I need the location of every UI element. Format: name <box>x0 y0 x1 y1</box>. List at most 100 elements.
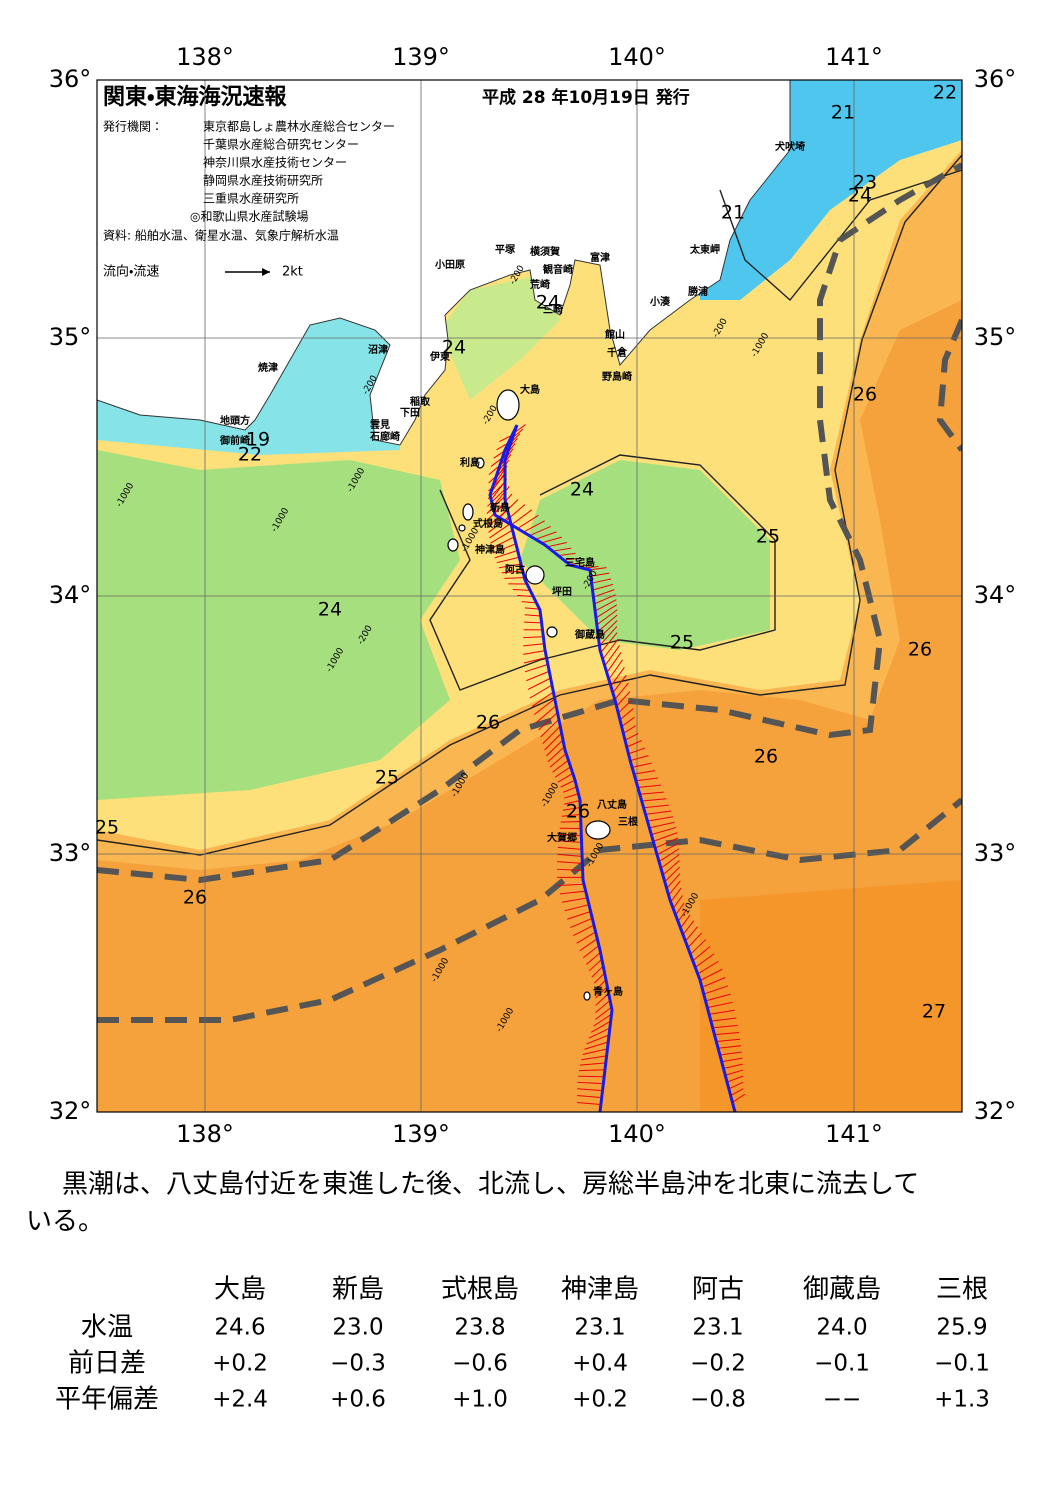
vector <box>593 972 605 984</box>
vector <box>577 1088 603 1092</box>
table-cell: −0.1 <box>814 1351 870 1377</box>
publisher: 三重県水産研究所 <box>203 192 299 206</box>
vector <box>577 1081 604 1085</box>
isotherm-label: 25 <box>375 767 399 789</box>
table-cell: −0.3 <box>330 1351 386 1377</box>
place-name: 石廊崎 <box>369 430 400 443</box>
vector <box>593 589 615 598</box>
table-cell: −− <box>823 1387 862 1413</box>
vector <box>680 914 691 929</box>
isotherm-label: 24 <box>442 337 466 359</box>
vector <box>544 732 562 751</box>
vector <box>547 542 567 548</box>
vector <box>492 486 510 507</box>
vector <box>703 985 729 995</box>
vector <box>523 520 545 533</box>
table-cell: −0.8 <box>690 1387 746 1413</box>
vector <box>558 840 582 843</box>
lon-label: 139° <box>392 43 450 71</box>
publisher: ◎和歌山県水産試験場 <box>190 209 308 224</box>
isotherm-label: 26 <box>754 746 778 768</box>
vector <box>662 860 680 876</box>
vector <box>660 853 680 869</box>
vector <box>590 572 610 577</box>
vector <box>523 650 546 655</box>
vector <box>523 636 544 639</box>
vector <box>714 1032 740 1036</box>
land <box>97 80 962 446</box>
vector <box>535 531 557 540</box>
vector <box>623 725 637 734</box>
vector <box>596 609 618 626</box>
vector <box>709 1009 735 1015</box>
lat-label: 33° <box>974 839 1017 867</box>
lon-label: 140° <box>608 43 666 71</box>
vector <box>526 670 550 682</box>
vector <box>690 939 707 955</box>
vector <box>595 986 608 999</box>
vector <box>721 1057 743 1063</box>
table-header: 式根島 <box>441 1275 519 1305</box>
place-name: 青ヶ島 <box>593 985 623 998</box>
table-header: 阿古 <box>692 1275 744 1305</box>
place-name: 焼津 <box>258 361 278 374</box>
vector <box>586 951 601 965</box>
vector <box>517 514 539 529</box>
vector <box>606 652 622 673</box>
vector <box>591 965 604 978</box>
vector <box>524 663 549 673</box>
table-cell: 23.8 <box>454 1315 505 1341</box>
vector <box>554 766 571 778</box>
place-name: 下田 <box>400 407 420 419</box>
vector <box>617 699 633 714</box>
issue-date: 平成 28 年10月19日 発行 <box>482 87 690 108</box>
vector <box>651 826 677 836</box>
place-name: 八丈島 <box>597 798 627 811</box>
vector <box>594 594 616 605</box>
place-name: 館山 <box>604 328 625 341</box>
vector <box>645 810 672 815</box>
vector <box>730 1088 744 1097</box>
table-cell: +2.4 <box>212 1387 268 1413</box>
vector <box>560 779 576 788</box>
vector <box>538 712 558 731</box>
vector <box>557 853 583 857</box>
vector <box>677 909 688 922</box>
table-cell: +0.2 <box>572 1387 628 1413</box>
isotherm-label: 26 <box>566 801 590 823</box>
vector <box>595 993 610 1006</box>
vector <box>595 1006 612 1020</box>
sea-green <box>97 450 460 800</box>
place-name: 千倉 <box>607 346 628 359</box>
place-name: 沼津 <box>368 343 388 356</box>
vector <box>486 502 507 521</box>
vector <box>616 691 631 707</box>
place-name: 雲見 <box>370 419 390 431</box>
vector <box>732 1093 746 1103</box>
table-cell: +0.6 <box>330 1387 386 1413</box>
description: いる。 <box>26 1207 104 1237</box>
vector <box>639 791 664 795</box>
isotherm-label: 24 <box>318 599 342 621</box>
vector <box>641 798 667 802</box>
lat-label: 32° <box>49 1097 92 1125</box>
table-header: 神津島 <box>561 1275 639 1305</box>
table-cell: −0.6 <box>452 1351 508 1377</box>
place-name: 観音崎 <box>543 263 573 276</box>
isotherm-label: 26 <box>853 384 877 406</box>
vector <box>726 1075 744 1083</box>
source: 資料: 船舶水温、衛星水温、気象庁解析水温 <box>103 228 339 243</box>
vector <box>595 604 618 619</box>
vector <box>524 621 542 624</box>
table-cell: 23.1 <box>574 1315 625 1341</box>
isotherm-label: 23 <box>853 172 877 194</box>
map <box>97 80 962 1112</box>
lat-label: 34° <box>974 581 1017 609</box>
map-title: 関東・東海海況速報 <box>103 84 287 110</box>
vector <box>578 1069 605 1072</box>
vector <box>577 1094 602 1099</box>
vector <box>562 806 581 811</box>
vector <box>593 1013 612 1027</box>
